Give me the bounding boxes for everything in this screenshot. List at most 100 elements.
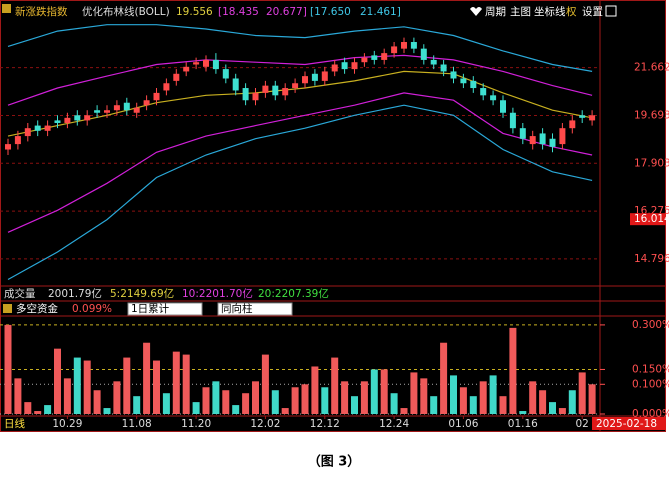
bar: [311, 366, 319, 414]
candle-body: [480, 88, 487, 96]
candle-body: [252, 92, 259, 101]
candle-body: [212, 59, 219, 70]
period[interactable]: 日线: [4, 417, 25, 430]
bar: [469, 396, 477, 414]
volume-ma: 20:2207.39亿: [258, 287, 329, 300]
band-line: [7, 92, 593, 233]
indicator: 优化布林线(BOLL): [82, 5, 170, 18]
bar: [252, 381, 259, 414]
candle-body: [133, 107, 140, 113]
candle-body: [272, 85, 279, 96]
candle-body: [163, 83, 170, 91]
bar: [440, 342, 448, 414]
bar: [281, 408, 289, 414]
bar: [182, 354, 190, 414]
candle-body: [559, 128, 566, 145]
bar: [351, 396, 358, 414]
bar: [539, 390, 547, 414]
button[interactable]: 主图: [510, 6, 531, 18]
inner-value: [18.435: [218, 6, 259, 18]
candle-body: [569, 120, 576, 129]
candle-body: [470, 80, 477, 89]
candle-body: [54, 120, 61, 123]
candle-body: [361, 57, 368, 63]
bar: [519, 411, 527, 414]
bar: [83, 360, 91, 414]
select-text[interactable]: 1日累计: [131, 302, 170, 315]
icon[interactable]: [3, 304, 12, 313]
select[interactable]: [127, 302, 203, 316]
candle-body: [282, 88, 289, 96]
fav-icon[interactable]: [470, 7, 482, 16]
bar: [558, 408, 566, 414]
bar: [153, 360, 160, 414]
candle-body: [5, 144, 11, 150]
bar: [192, 402, 200, 414]
volume-ma: 10:2201.70亿: [182, 287, 253, 300]
y-tick-label: 0.000%: [632, 408, 669, 420]
bar: [588, 384, 596, 414]
panel-value: 0.099%: [72, 303, 112, 315]
candle-body: [242, 88, 249, 101]
candle-body: [579, 115, 586, 118]
bar: [222, 390, 230, 414]
candle-body: [321, 71, 328, 81]
candle-body: [311, 73, 318, 81]
candle-body: [64, 117, 71, 123]
outer-value: [17.650: [310, 6, 351, 18]
candle-body: [153, 92, 160, 101]
caption: （图 3）: [308, 454, 361, 470]
button[interactable]: 周期: [485, 6, 506, 18]
bar: [143, 342, 151, 414]
bar: [549, 402, 556, 414]
volume-value: 2001.79亿: [48, 287, 102, 300]
bar: [123, 357, 131, 414]
bar: [93, 390, 101, 414]
candle-body: [490, 95, 497, 101]
candle-body: [391, 46, 398, 54]
x-tick-label: 11.08: [122, 418, 152, 430]
bar: [212, 381, 220, 414]
candle-body: [509, 112, 516, 129]
button[interactable]: 坐标线: [534, 5, 566, 18]
bar: [380, 369, 388, 414]
x-tick-label: 01.06: [448, 418, 478, 430]
candle-body: [341, 62, 348, 70]
bar: [321, 387, 329, 414]
y-tick-label: 0.100%: [632, 378, 669, 390]
bar: [291, 387, 299, 414]
candle-body: [302, 76, 308, 84]
icon[interactable]: [2, 4, 11, 13]
candle-body: [450, 71, 457, 79]
band-line: [7, 24, 593, 72]
bar: [133, 396, 141, 414]
up-button[interactable]: [605, 5, 617, 17]
candle-body: [203, 59, 209, 67]
x-tick-label: 10.29: [52, 418, 82, 430]
candle-body: [589, 115, 596, 121]
band-line: [7, 54, 593, 106]
candle-body: [44, 125, 51, 131]
inner-value: 20.677]: [266, 6, 307, 18]
select-text[interactable]: 同向柱: [221, 302, 253, 315]
bar: [44, 405, 52, 414]
candle-body: [331, 64, 338, 72]
band-line: [7, 104, 593, 281]
bar: [63, 378, 71, 414]
candle-body: [430, 59, 437, 65]
candle-body: [262, 85, 269, 93]
outer-value: 21.461]: [360, 6, 401, 18]
x-tick-label: 12.02: [250, 418, 280, 430]
candle-body: [84, 115, 91, 121]
button[interactable]: 设置: [582, 6, 603, 18]
candle-body: [104, 110, 110, 113]
mid-value: 19.556: [176, 6, 213, 18]
candle-body: [401, 42, 407, 49]
y-tick-label: 21.662: [634, 62, 669, 74]
button[interactable]: 权: [566, 5, 577, 18]
date-box: [592, 417, 666, 430]
select[interactable]: [217, 302, 293, 316]
candle-body: [222, 69, 229, 79]
volume-ma: 5:2149.69亿: [110, 287, 174, 300]
